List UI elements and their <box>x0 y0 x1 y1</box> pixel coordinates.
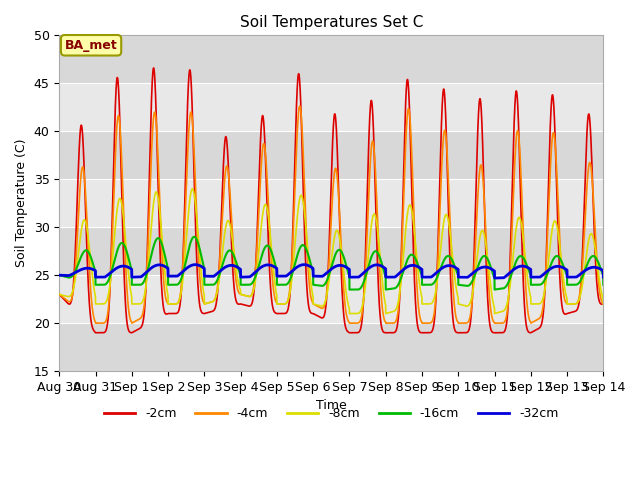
Bar <box>60 179 604 227</box>
Bar <box>60 84 604 131</box>
-4cm <box>311 302 319 308</box>
-4cm <box>56 291 63 297</box>
-32cm <box>599 267 607 273</box>
-32cm <box>153 262 161 268</box>
Line: -32cm: -32cm <box>60 264 604 278</box>
-8cm <box>599 295 607 301</box>
-4cm <box>424 320 431 326</box>
-32cm <box>191 262 199 267</box>
-2cm <box>484 304 492 310</box>
-2cm <box>454 330 461 336</box>
-8cm <box>56 291 63 297</box>
-8cm <box>153 190 161 196</box>
-8cm <box>454 291 461 297</box>
Bar <box>60 36 604 84</box>
-4cm <box>484 276 492 281</box>
-8cm <box>346 311 353 316</box>
-8cm <box>424 301 431 307</box>
-8cm <box>311 301 319 307</box>
-16cm <box>190 234 198 240</box>
-8cm <box>189 186 196 192</box>
-16cm <box>153 236 161 241</box>
-16cm <box>346 287 353 292</box>
-2cm <box>154 150 161 156</box>
-2cm <box>599 301 607 307</box>
-16cm <box>454 270 461 276</box>
Bar <box>60 131 604 179</box>
-16cm <box>311 282 319 288</box>
Line: -4cm: -4cm <box>60 106 604 323</box>
-4cm <box>600 301 607 307</box>
-16cm <box>484 257 492 263</box>
Legend: -2cm, -4cm, -8cm, -16cm, -32cm: -2cm, -4cm, -8cm, -16cm, -32cm <box>99 402 564 425</box>
-16cm <box>424 282 431 288</box>
-32cm <box>311 273 319 279</box>
-8cm <box>600 301 607 307</box>
-4cm <box>92 320 99 326</box>
X-axis label: Time: Time <box>316 399 347 412</box>
Line: -8cm: -8cm <box>60 189 604 313</box>
-4cm <box>599 300 607 306</box>
-8cm <box>484 262 492 267</box>
Bar <box>60 323 604 371</box>
-4cm <box>296 103 303 109</box>
-2cm <box>600 301 607 307</box>
-2cm <box>150 65 157 71</box>
-16cm <box>56 272 63 278</box>
-4cm <box>154 135 161 141</box>
-4cm <box>454 318 461 324</box>
Bar <box>60 227 604 275</box>
-32cm <box>600 274 607 280</box>
Title: Soil Temperatures Set C: Soil Temperatures Set C <box>239 15 423 30</box>
Bar <box>60 275 604 323</box>
Line: -2cm: -2cm <box>60 68 604 333</box>
-2cm <box>56 291 63 297</box>
Y-axis label: Soil Temperature (C): Soil Temperature (C) <box>15 139 28 267</box>
-16cm <box>599 271 607 277</box>
-2cm <box>92 330 99 336</box>
-2cm <box>311 312 319 317</box>
Line: -16cm: -16cm <box>60 237 604 289</box>
-32cm <box>484 264 492 270</box>
Text: BA_met: BA_met <box>65 39 118 52</box>
-16cm <box>600 282 607 288</box>
-32cm <box>56 272 63 278</box>
-32cm <box>491 275 499 281</box>
-2cm <box>424 330 431 336</box>
-32cm <box>453 266 461 272</box>
-32cm <box>423 274 431 280</box>
